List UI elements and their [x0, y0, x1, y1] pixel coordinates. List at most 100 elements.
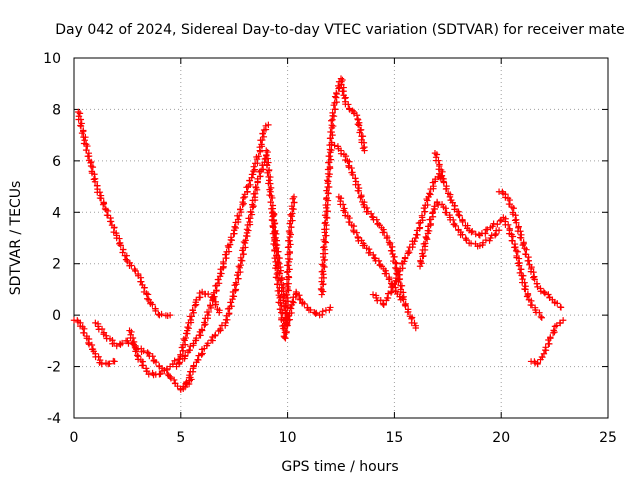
y-tick-label: 6	[52, 154, 61, 170]
trace-marker	[389, 283, 397, 291]
trace-marker	[130, 341, 137, 348]
series-trace-13	[416, 198, 503, 270]
trace-marker	[505, 221, 512, 229]
trace-marker	[287, 211, 294, 218]
trace-marker	[243, 226, 251, 233]
data-point	[166, 311, 174, 319]
y-tick-label: 10	[43, 51, 61, 67]
trace-marker	[468, 229, 475, 236]
x-tick-label: 0	[70, 430, 79, 446]
trace-marker	[383, 235, 391, 242]
trace-marker	[77, 116, 85, 123]
data-point	[113, 342, 120, 350]
trace-marker	[100, 200, 108, 207]
trace-marker	[91, 178, 99, 185]
trace-marker	[270, 210, 278, 217]
trace-marker	[356, 129, 363, 136]
trace-marker	[534, 359, 541, 367]
trace-marker	[542, 344, 549, 351]
trace-marker	[321, 220, 328, 227]
trace-marker	[106, 360, 113, 367]
trace-marker	[531, 276, 538, 283]
trace-marker	[235, 212, 243, 219]
trace-marker	[494, 221, 501, 228]
trace-marker	[271, 254, 278, 262]
trace-marker	[85, 339, 92, 347]
trace-marker	[222, 251, 229, 258]
trace-marker	[320, 236, 327, 244]
trace-marker	[184, 323, 191, 331]
trace-marker	[285, 237, 292, 244]
trace-marker	[264, 155, 271, 162]
trace-marker	[76, 110, 84, 117]
trace-marker	[137, 278, 144, 285]
trace-marker	[368, 213, 376, 220]
data-point	[98, 360, 105, 368]
trace-marker	[472, 230, 479, 238]
trace-marker	[352, 175, 359, 182]
trace-marker	[128, 328, 135, 336]
data-point	[446, 193, 454, 201]
trace-marker	[242, 237, 249, 244]
series-trace-5	[173, 121, 272, 370]
trace-marker	[387, 247, 395, 254]
trace-marker	[226, 241, 234, 248]
trace-marker	[420, 204, 428, 212]
trace-marker	[80, 329, 88, 337]
trace-marker	[285, 273, 292, 280]
trace-marker	[422, 240, 429, 247]
trace-marker	[276, 306, 284, 313]
trace-marker	[98, 325, 106, 333]
trace-marker	[427, 191, 434, 198]
trace-marker	[190, 362, 197, 369]
trace-marker	[285, 258, 293, 266]
trace-marker	[325, 152, 333, 160]
trace-marker	[264, 169, 271, 176]
trace-marker	[382, 267, 389, 274]
trace-marker	[291, 199, 298, 206]
trace-marker	[339, 76, 346, 84]
trace-marker	[129, 334, 137, 342]
data-point	[540, 288, 548, 296]
trace-marker	[258, 141, 265, 148]
trace-marker	[357, 194, 364, 201]
trace-marker	[243, 232, 250, 240]
trace-marker	[128, 262, 135, 269]
trace-marker	[329, 131, 336, 139]
y-tick-label: 4	[52, 205, 61, 221]
trace-marker	[459, 218, 466, 226]
trace-marker	[283, 291, 291, 298]
trace-marker	[144, 291, 152, 298]
x-axis-label: GPS time / hours	[281, 459, 398, 475]
trace-marker	[373, 216, 380, 223]
trace-marker	[274, 258, 281, 266]
trace-marker	[517, 234, 525, 242]
trace-marker	[269, 223, 277, 230]
trace-marker	[183, 330, 190, 337]
trace-marker	[274, 281, 281, 288]
trace-marker	[247, 181, 254, 189]
series-trace-4	[126, 288, 223, 379]
trace-marker	[152, 358, 160, 366]
trace-marker	[290, 299, 297, 306]
trace-marker	[384, 294, 391, 302]
trace-marker	[380, 229, 388, 236]
trace-marker	[538, 353, 546, 361]
trace-marker	[251, 166, 258, 173]
trace-marker	[442, 185, 450, 193]
trace-marker	[533, 280, 541, 287]
trace-marker	[186, 371, 193, 379]
data-point	[273, 270, 281, 278]
trace-marker	[235, 275, 242, 282]
trace-marker	[273, 265, 281, 272]
trace-marker	[216, 325, 224, 333]
data-point	[166, 373, 174, 381]
trace-marker	[415, 219, 423, 227]
data-point	[476, 242, 484, 249]
data-point	[540, 350, 548, 357]
trace-marker	[231, 223, 238, 230]
trace-marker	[85, 341, 93, 348]
y-axis-label: SDTVAR / TECUs	[8, 181, 24, 296]
trace-marker	[116, 240, 123, 248]
trace-marker	[237, 205, 244, 213]
